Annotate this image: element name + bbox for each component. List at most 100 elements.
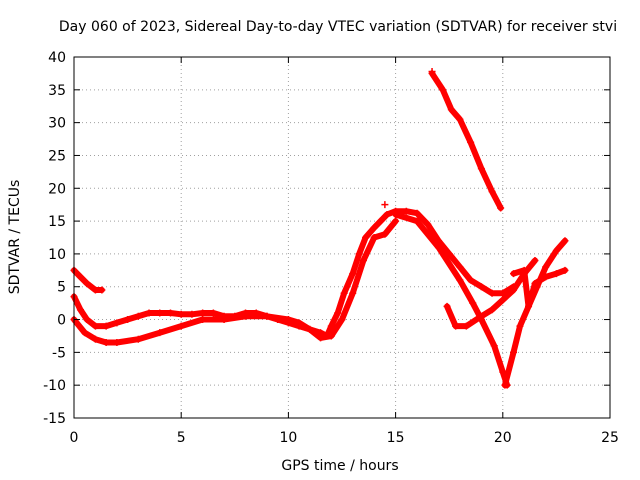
data-point [327,332,335,340]
series-spike-points [381,67,436,209]
data-point [381,201,389,209]
data-point [561,266,569,274]
data-point [531,279,539,287]
data-point [263,312,271,320]
data-point [220,316,228,324]
data-point [91,335,99,343]
data-point [124,316,132,324]
data-point [456,115,464,123]
y-tick-label: 5 [57,280,66,296]
y-tick-label: -10 [43,378,66,394]
data-point [499,289,507,297]
data-point [76,273,84,281]
data-point [413,209,421,217]
x-tick-label: 10 [279,430,297,446]
x-tick-label: 0 [70,430,79,446]
data-point [327,322,335,330]
series-crossing-d [510,266,569,310]
data-point [295,319,303,327]
y-tick-label: 0 [57,313,66,329]
data-point [452,322,460,330]
data-point [349,270,357,278]
data-point [166,309,174,317]
data-point [402,207,410,215]
data-point [488,306,496,314]
data-point [156,309,164,317]
series-crossing-b [443,256,539,330]
data-point [370,234,378,241]
y-tick-label: 15 [48,214,66,230]
data-point [510,286,518,294]
data-point [462,322,470,330]
data-point [520,266,528,274]
data-point [525,302,533,310]
data-point [102,322,110,330]
data-point [383,211,391,219]
data-point [306,325,314,333]
data-point [98,286,106,294]
data-point [392,217,400,225]
data-point [370,224,378,232]
data-point [349,289,357,297]
data-point [177,322,185,330]
data-point [413,217,421,225]
data-point [490,342,498,350]
data-point [113,339,121,347]
data-point [359,256,367,264]
data-point [340,289,348,297]
data-point [477,312,485,320]
x-axis-label: GPS time / hours [281,458,398,474]
data-point [456,263,464,271]
data-point [510,348,518,356]
series-line [392,211,511,389]
data-point [334,309,342,317]
data-point [392,211,400,219]
data-point [177,310,185,318]
x-tick-label: 20 [494,430,512,446]
data-point [516,322,524,330]
data-point [377,217,385,225]
y-axis-label: SDTVAR / TECUs [7,180,23,295]
data-point [145,309,153,317]
data-point [424,220,432,228]
data-point [199,309,207,317]
y-tick-label: 10 [48,247,66,263]
data-point [467,138,475,146]
plot-frame [73,56,611,419]
data-point [501,381,509,389]
data-point [83,279,91,287]
data-point [542,273,550,281]
data-point [134,335,142,343]
axis-ticks: 0 5 10 15 20 25 -15 -10 -5 0 5 10 15 20 25 30 35 40 [43,50,619,446]
data-point [428,67,436,75]
data-point [91,322,99,330]
series-line [71,208,517,339]
data-point [542,263,550,271]
y-tick-label: 30 [48,116,66,132]
data-point [284,316,292,324]
y-tick-label: 25 [48,148,66,164]
data-point [242,312,250,320]
data-point [499,368,507,376]
x-tick-label: 25 [601,430,619,446]
y-tick-label: -5 [52,345,66,361]
y-tick-label: 20 [48,181,66,197]
data-point [188,310,196,318]
data-point [552,247,560,255]
series-line [429,70,504,211]
data-point [113,319,121,327]
data-point [531,256,539,264]
data-point [499,296,507,304]
data-point [83,316,91,324]
data-point [477,283,485,291]
x-tick-label: 15 [387,430,405,446]
chart-title: Day 060 of 2023, Sidereal Day-to-day VTE… [59,19,617,35]
data-point [355,250,363,258]
data-point [447,106,455,114]
data-point [156,329,164,337]
y-tick-label: 40 [48,50,66,66]
data-point [338,316,346,324]
data-series [70,67,569,389]
data-point [488,188,496,196]
